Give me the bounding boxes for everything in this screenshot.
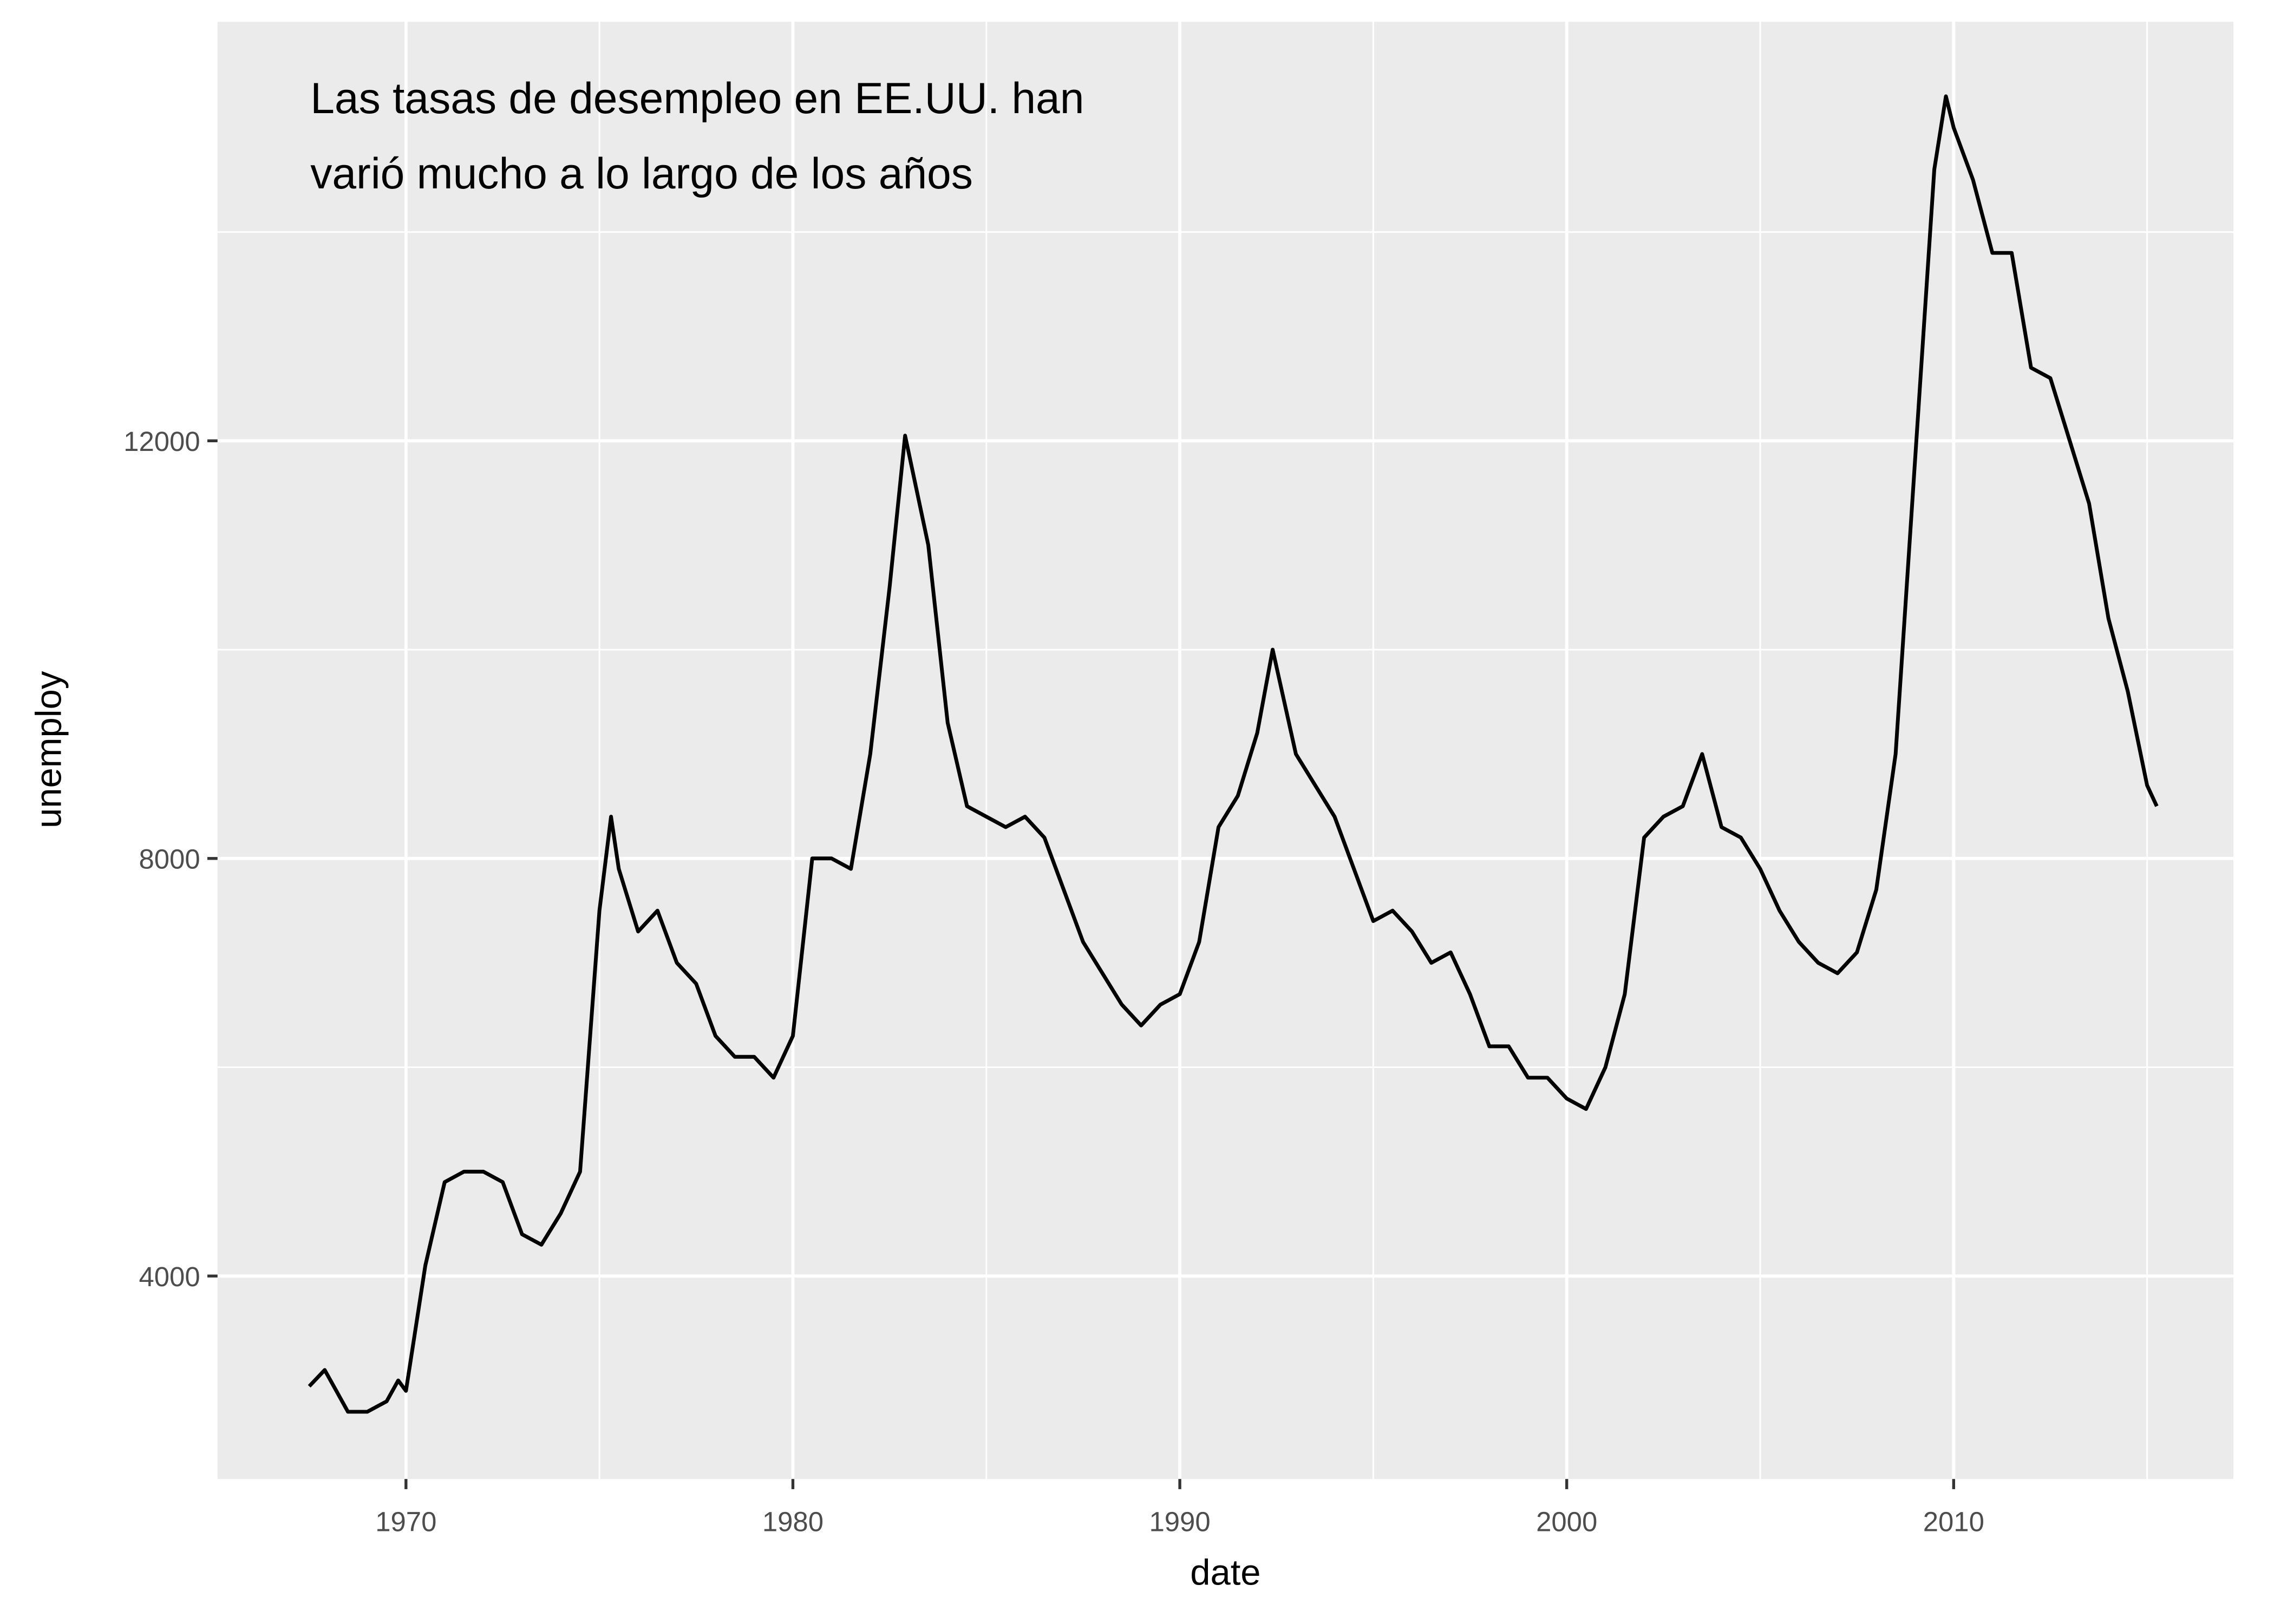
y-tick-label: 4000	[139, 1261, 200, 1292]
y-axis-title: unemploy	[29, 671, 69, 828]
x-tick-label: 1980	[762, 1507, 824, 1537]
x-tick-label: 2010	[1923, 1507, 1984, 1537]
x-tick-label: 1970	[375, 1507, 436, 1537]
annotation: varió mucho a lo largo de los años	[310, 149, 973, 198]
grid	[217, 22, 2233, 1479]
x-axis-title: date	[1190, 1553, 1260, 1593]
line	[308, 94, 2159, 1414]
x-tick-label: 2000	[1536, 1507, 1597, 1537]
marks	[308, 94, 2159, 1414]
annotation: Las tasas de desempleo en EE.UU. han	[310, 74, 1084, 123]
x-tick-label: 1990	[1149, 1507, 1210, 1537]
y-tick-label: 12000	[123, 426, 200, 457]
y-tick-label: 8000	[139, 844, 200, 875]
axes: 1970 1980 1990 2000 2010 4000 8000 12000	[123, 426, 1984, 1537]
